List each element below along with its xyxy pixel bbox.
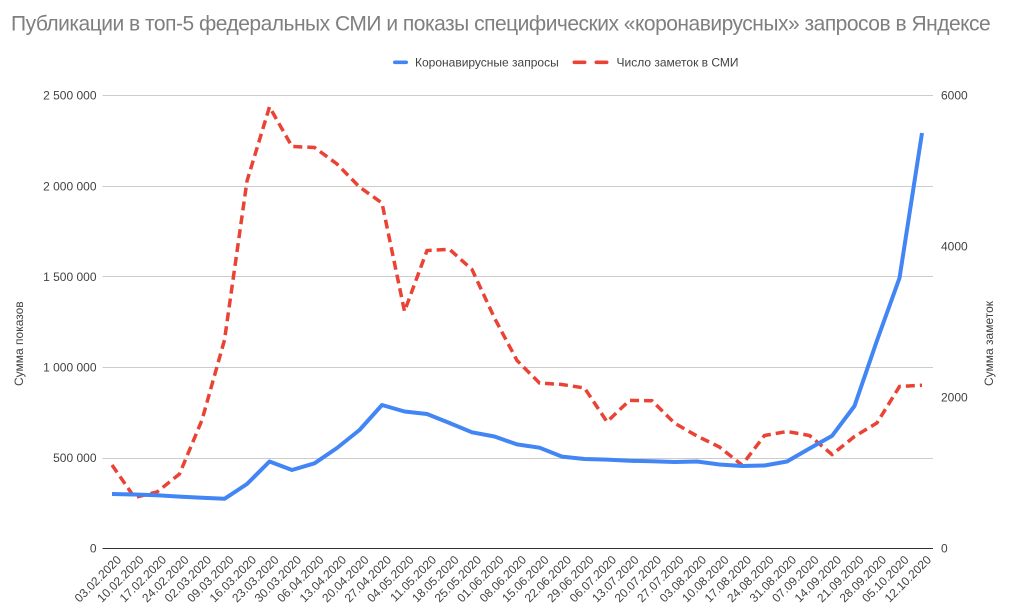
- svg-text:500 000: 500 000: [53, 451, 97, 465]
- svg-text:6000: 6000: [941, 89, 968, 103]
- svg-text:Число заметок в СМИ: Число заметок в СМИ: [617, 56, 739, 70]
- svg-text:Публикации в топ-5 федеральных: Публикации в топ-5 федеральных СМИ и пок…: [11, 13, 990, 36]
- svg-text:4000: 4000: [941, 240, 968, 254]
- svg-text:2000: 2000: [941, 391, 968, 405]
- svg-text:Сумма показов: Сумма показов: [12, 301, 26, 386]
- svg-text:2 000 000: 2 000 000: [43, 179, 97, 193]
- svg-text:2 500 000: 2 500 000: [43, 89, 97, 103]
- svg-text:Сумма заметок: Сумма заметок: [982, 300, 996, 386]
- svg-text:1 000 000: 1 000 000: [43, 360, 97, 374]
- svg-text:Коронавирусные запросы: Коронавирусные запросы: [415, 56, 559, 70]
- svg-text:0: 0: [90, 542, 97, 556]
- svg-text:1 500 000: 1 500 000: [43, 270, 97, 284]
- svg-text:0: 0: [941, 542, 948, 556]
